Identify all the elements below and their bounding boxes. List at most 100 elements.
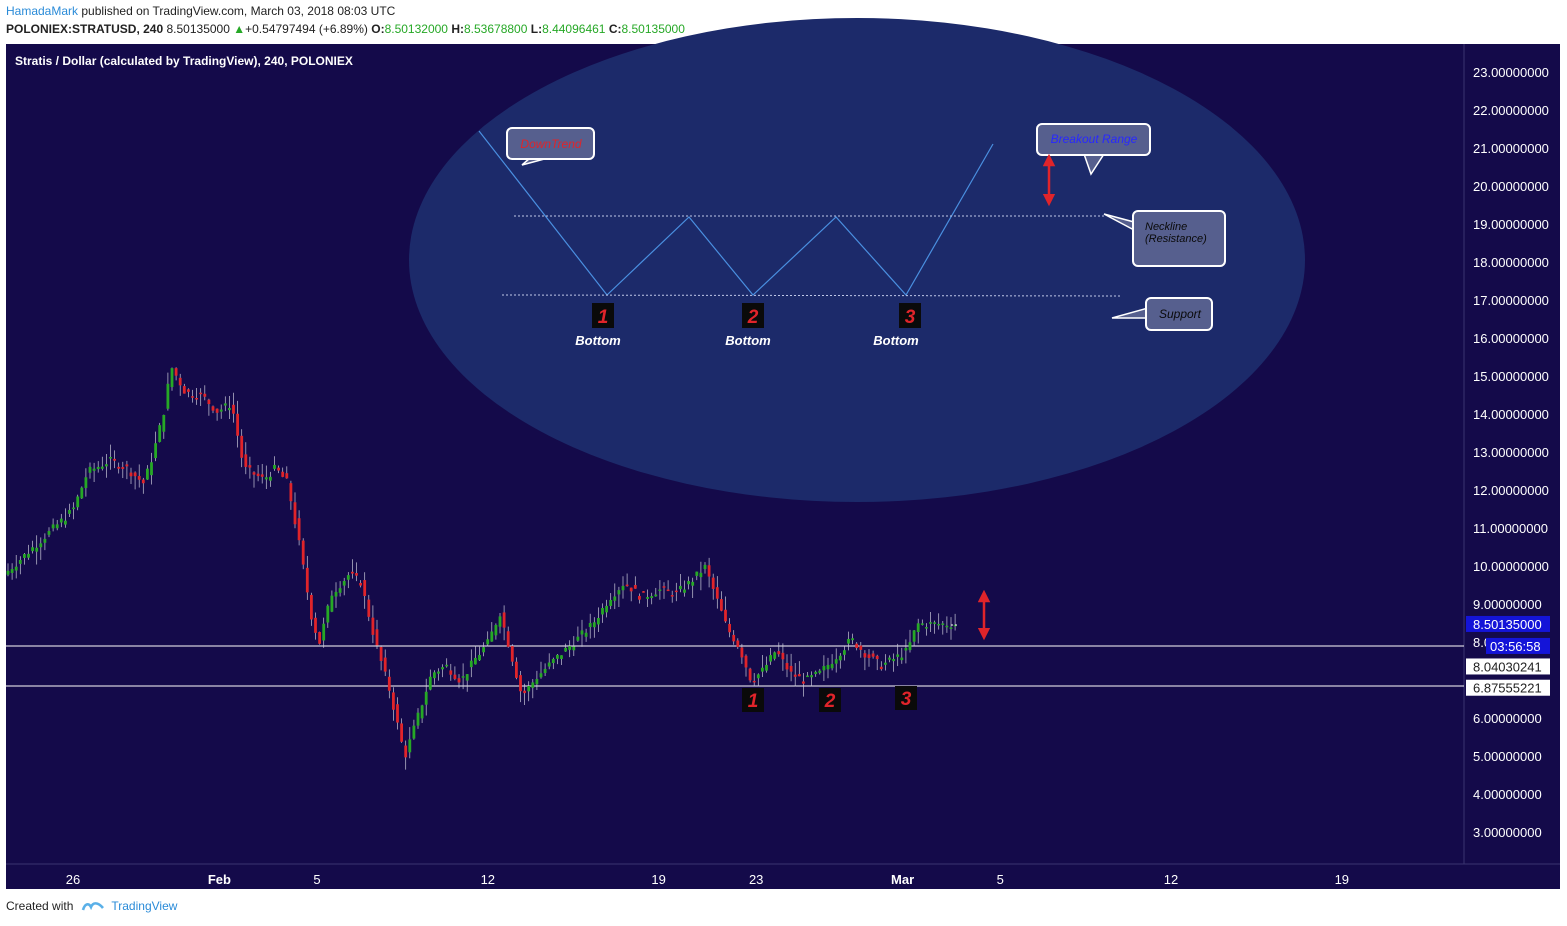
candle-body [76, 496, 80, 508]
candle-body [379, 646, 383, 661]
time-tick-label: 19 [651, 872, 665, 887]
candle-body [318, 632, 321, 644]
candle-body [838, 655, 842, 661]
candle-body [338, 588, 342, 593]
candle-body [814, 671, 818, 675]
breakout-label: Breakout Range [1051, 132, 1138, 146]
last-price: 8.50135000 [166, 22, 230, 36]
neckline-label: Neckline [1145, 221, 1187, 233]
price-tick-label: 5.00000000 [1473, 749, 1542, 764]
candle-body [203, 393, 207, 397]
candle-body [494, 624, 498, 636]
candle-body [642, 591, 645, 593]
price-tick-label: 20.00000000 [1473, 179, 1549, 194]
candle-body [31, 547, 34, 552]
candle-body [445, 664, 449, 667]
candle-body [625, 584, 629, 587]
candle-body [875, 655, 879, 660]
candle-body [314, 617, 317, 633]
low-value: 8.44096461 [542, 22, 606, 36]
candle-body [506, 631, 510, 647]
candle-body [55, 524, 59, 529]
price-tick-label: 9.00000000 [1473, 597, 1542, 612]
candle-body [711, 577, 715, 589]
candle-body [560, 655, 563, 659]
neckline-sub-label: (Resistance) [1145, 233, 1207, 245]
time-axis[interactable]: 26 Feb 5 12 19 23 Mar 5 12 19 [66, 872, 1349, 887]
candle-body [182, 386, 186, 394]
support-label: Support [1159, 307, 1202, 321]
candle-body [515, 661, 518, 678]
price-tick-label: 16.00000000 [1473, 331, 1549, 346]
candle-body [756, 674, 760, 679]
candle-body [502, 612, 506, 628]
candle-body [715, 587, 719, 599]
candle-body [371, 617, 375, 635]
level-lower-label: 6.87555221 [1473, 681, 1542, 696]
price-tick-label: 11.00000000 [1473, 521, 1548, 536]
candle-body [539, 673, 543, 678]
candle-body [679, 585, 682, 590]
price-tick-label: 17.00000000 [1473, 293, 1549, 308]
schematic-number: 1 [598, 307, 609, 328]
author-link[interactable]: HamadaMark [6, 4, 79, 18]
bottom-label: Bottom [873, 333, 919, 348]
candle-body [92, 468, 96, 471]
candle-body [211, 406, 215, 411]
candle-body [654, 594, 658, 597]
candle-body [68, 509, 71, 514]
candle-body [14, 566, 18, 571]
candle-body [59, 518, 63, 523]
price-tick-label: 18.00000000 [1473, 255, 1549, 270]
candle-body [851, 638, 854, 641]
candle-body [933, 622, 936, 624]
candle-body [330, 595, 334, 612]
candle-body [420, 705, 424, 719]
time-tick-label: 26 [66, 872, 80, 887]
price-tick-label: 19.00000000 [1473, 217, 1549, 232]
candle-body [592, 622, 596, 628]
schematic-number-box [592, 303, 614, 328]
candle-body [687, 580, 690, 585]
candle-body [621, 585, 625, 591]
candle-body [945, 625, 949, 628]
price-tick-label: 23.00000000 [1473, 65, 1549, 80]
candle-body [342, 580, 346, 586]
candle-body [879, 666, 883, 670]
candle-body [105, 464, 108, 467]
candle-body [826, 664, 830, 670]
candle-body [252, 472, 256, 475]
candle-body [740, 647, 744, 658]
price-tick-label: 3.00000000 [1473, 825, 1542, 840]
candle-body [752, 680, 756, 683]
close-label: C: [608, 22, 622, 36]
candle-body [84, 477, 88, 489]
price-change: +0.54797494 (+6.89%) [245, 22, 368, 36]
candle-body [170, 368, 174, 388]
candle-body [449, 670, 453, 675]
candle-body [777, 651, 781, 655]
candle-body [523, 690, 526, 694]
candle-body [617, 590, 621, 595]
candle-body [695, 571, 699, 576]
candle-body [154, 443, 157, 459]
open-label: O: [371, 22, 385, 36]
time-tick-label: 5 [313, 872, 320, 887]
candle-body [39, 543, 43, 548]
candle-body [35, 547, 39, 552]
level-lower-tag [1466, 679, 1550, 696]
candle-body [191, 396, 194, 398]
candle-body [359, 582, 362, 586]
close-value: 8.50135000 [621, 22, 685, 36]
tradingview-brand[interactable]: TradingView [81, 899, 177, 913]
bottom-marker-box [742, 688, 764, 712]
candle-body [859, 645, 863, 650]
support-callout-box [1145, 297, 1213, 331]
downtrend-label: DownTrend [520, 137, 581, 151]
candle-body [732, 634, 736, 642]
candle-body [564, 647, 567, 652]
candle-body [355, 573, 358, 576]
price-axis[interactable]: 23.00000000 22.00000000 21.00000000 20.0000… [1466, 65, 1550, 840]
candle-body [207, 399, 211, 405]
